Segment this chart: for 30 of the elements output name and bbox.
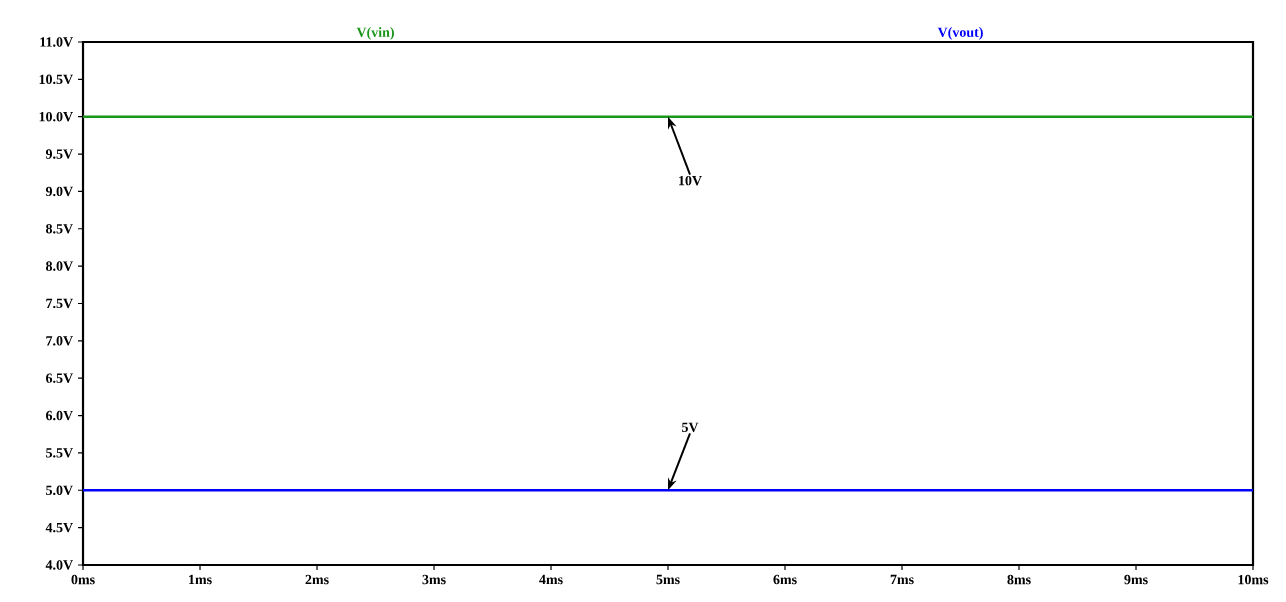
x-tick-label: 7ms	[890, 574, 914, 585]
x-tick-label: 10ms	[1238, 574, 1269, 585]
y-tick-label: 9.5V	[45, 149, 73, 159]
y-tick-label: 9.0V	[45, 186, 73, 197]
y-tick-label: 7.5V	[46, 298, 73, 309]
x-tick-label: 8ms	[1007, 574, 1031, 585]
annotation: 10V	[679, 175, 702, 186]
y-tick-label: 6.0V	[46, 410, 73, 421]
y-tick-label: 8.5V	[46, 224, 73, 234]
x-tick-label: 1ms	[189, 574, 212, 585]
text: V(vout)	[937, 27, 983, 40]
y-tick-label: 8.0V	[46, 261, 73, 271]
y-tick-label: 6.5V	[46, 373, 73, 383]
x-tick-label: 6ms	[773, 574, 797, 585]
y-tick-label: 4.5V	[45, 522, 73, 533]
y-tick-label: 4.0V	[45, 560, 73, 570]
y-tick-label: 11.0V	[40, 37, 73, 47]
y-tick-label: 7.0V	[46, 336, 73, 346]
text: V(vin)	[356, 27, 394, 40]
x-tick-label: 9ms	[1124, 574, 1148, 585]
x-tick-label: 2ms	[305, 574, 329, 585]
y-tick-label: 5.0V	[46, 485, 73, 496]
y-tick-label: 10.5V	[39, 74, 73, 85]
annotation: 5V	[682, 422, 699, 433]
x-tick-label: 5ms	[656, 574, 680, 585]
y-tick-label: 10.0V	[39, 111, 73, 122]
x-tick-label: 4ms	[539, 574, 563, 585]
y-tick-label: 5.5V	[46, 448, 73, 458]
x-tick-label: 3ms	[422, 574, 446, 585]
x-tick-label: 0ms	[71, 574, 95, 585]
